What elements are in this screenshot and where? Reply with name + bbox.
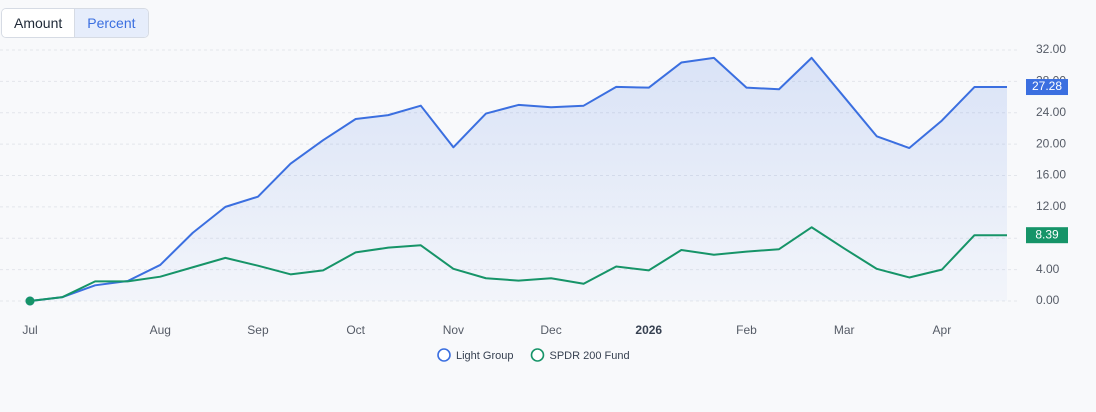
toggle-button[interactable]: Percent [74, 9, 148, 37]
start-point [25, 296, 35, 306]
toggle-button[interactable]: Amount [2, 9, 75, 37]
legend-label: Light Group [456, 350, 513, 362]
y-tick-label: 0.00 [1036, 293, 1060, 307]
y-tick-label: 12.00 [1036, 199, 1066, 213]
series-area [30, 57, 1007, 301]
x-tick-label: Sep [247, 323, 269, 337]
value-badge [1026, 79, 1068, 96]
series-line [29, 226, 1007, 302]
value-badge-label: 27.28 [1032, 79, 1062, 93]
x-tick-label: Mar [834, 323, 855, 337]
x-tick-label: Jul [22, 323, 37, 337]
x-tick-label: Dec [540, 323, 561, 337]
x-tick-label: 2026 [635, 323, 662, 337]
series-line [29, 56, 1007, 302]
y-tick-label: 20.00 [1036, 136, 1066, 150]
x-tick-label: Feb [736, 323, 757, 337]
legend-marker [437, 348, 451, 362]
x-tick-label: Oct [346, 323, 365, 337]
legend-marker [530, 348, 545, 362]
x-tick-label: Aug [150, 323, 171, 337]
x-tick-label: Apr [933, 323, 952, 337]
value-badge-label: 8.39 [1035, 227, 1059, 241]
y-tick-label: 16.00 [1036, 168, 1066, 182]
x-tick-label: Nov [443, 323, 464, 337]
legend-label: SPDR 200 Fund [549, 350, 629, 362]
y-tick-label: 4.00 [1036, 262, 1060, 276]
y-tick-label: 32.00 [1036, 42, 1066, 56]
y-tick-label: 24.00 [1036, 105, 1066, 119]
value-badge [1026, 227, 1068, 244]
view-toggle: Amount Percent [1, 8, 149, 38]
